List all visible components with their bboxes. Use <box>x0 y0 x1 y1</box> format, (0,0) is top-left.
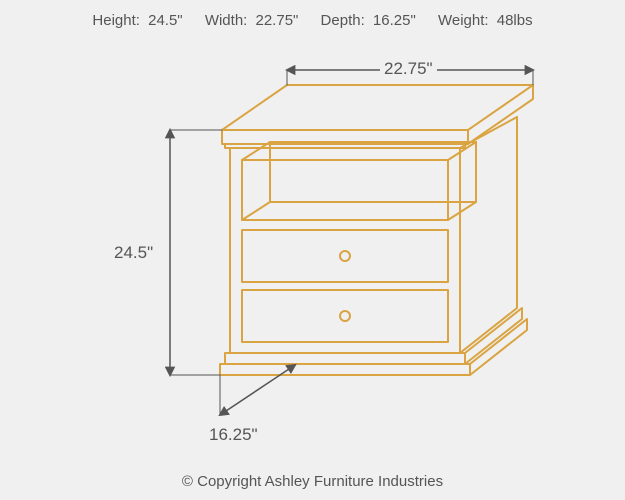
furniture-svg <box>0 0 625 500</box>
width-dimension-label: 22.75" <box>380 59 437 79</box>
copyright-text: © Copyright Ashley Furniture Industries <box>0 473 625 490</box>
height-dimension-label: 24.5" <box>110 243 157 263</box>
depth-dimension-label: 16.25" <box>205 425 262 445</box>
diagram-canvas: Height: 24.5" Width: 22.75" Depth: 16.25… <box>0 0 625 500</box>
